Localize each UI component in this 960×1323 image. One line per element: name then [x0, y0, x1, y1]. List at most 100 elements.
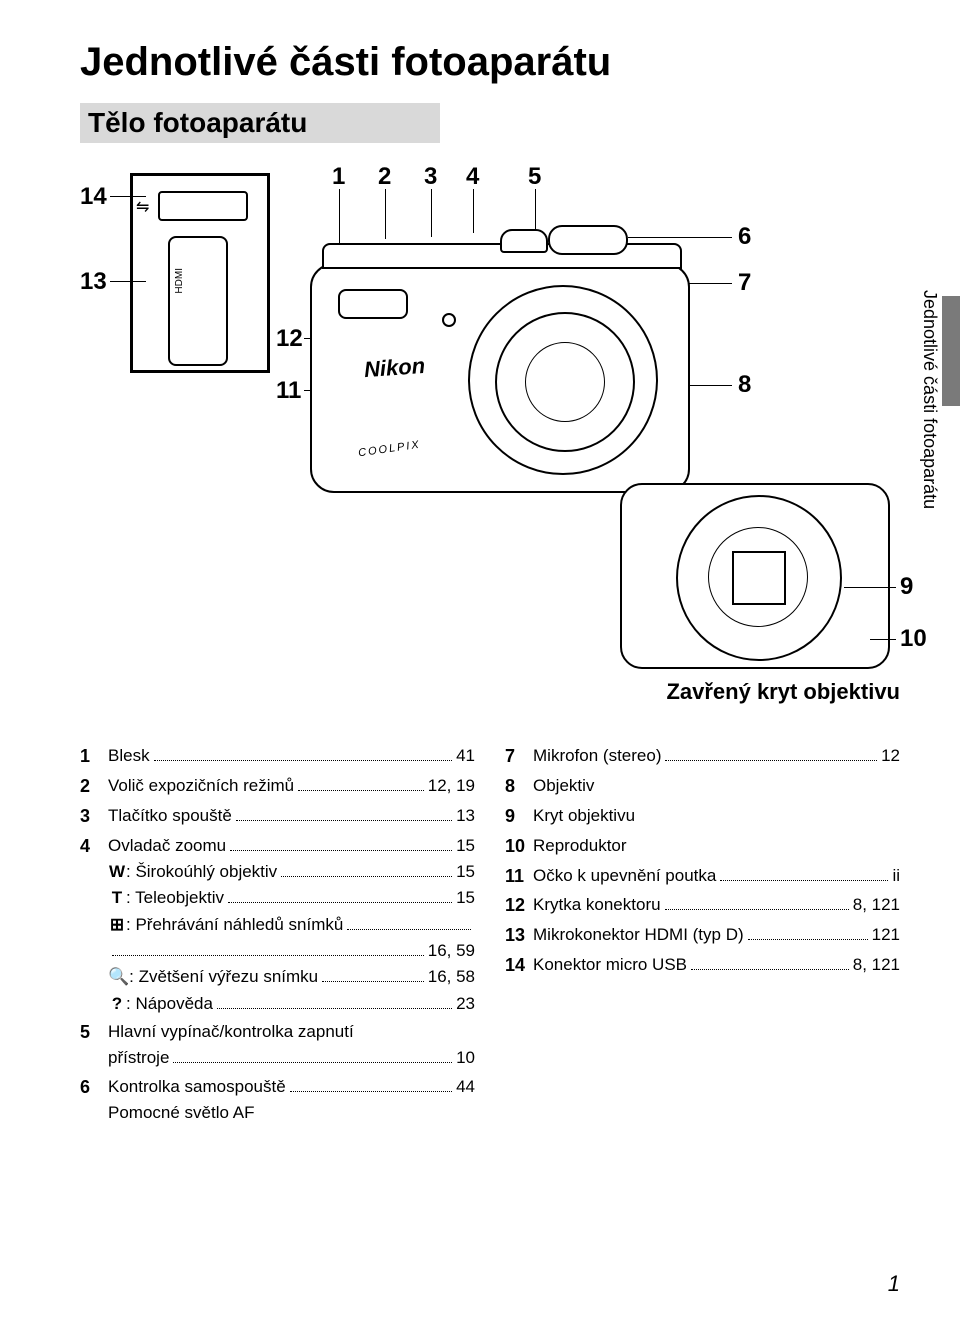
parts-row: 2Volič expozičních režimů12, 19 [80, 773, 475, 801]
parts-label: Ovladač zoomu [108, 833, 226, 859]
leader-dots [217, 1008, 452, 1009]
callout-3: 3 [424, 163, 437, 191]
leader-line [110, 196, 146, 197]
callout-13: 13 [80, 268, 107, 296]
parts-label: Kryt objektivu [533, 803, 635, 829]
parts-row-number: 14 [505, 952, 533, 980]
parts-label: Objektiv [533, 773, 594, 799]
symbol-icon: ? [108, 991, 126, 1017]
parts-line: Objektiv [533, 773, 900, 799]
page-ref: 15 [456, 833, 475, 859]
page-ref: 121 [872, 922, 900, 948]
leader-line [385, 189, 386, 239]
leader-dots [281, 876, 452, 877]
parts-row-number: 5 [80, 1019, 108, 1047]
leader-dots [720, 880, 888, 881]
connector-detail-box: HDMI [130, 173, 270, 373]
series-text: COOLPIX [357, 439, 421, 460]
callout-8: 8 [738, 371, 751, 399]
parts-row-number: 8 [505, 773, 533, 801]
parts-row: 6Kontrolka samospouště44Pomocné světlo A… [80, 1074, 475, 1127]
page-ref: 12, 19 [428, 773, 475, 799]
parts-line: Kryt objektivu [533, 803, 900, 829]
leader-line [473, 189, 474, 233]
callout-4: 4 [466, 163, 479, 191]
parts-row: 11Očko k upevnění poutkaii [505, 863, 900, 891]
parts-line: přístroje10 [108, 1045, 475, 1071]
parts-line: Ovladač zoomu 15 [108, 833, 475, 859]
parts-row: 9Kryt objektivu [505, 803, 900, 831]
leader-dots [691, 969, 849, 970]
leader-line [110, 281, 146, 282]
parts-row: 12Krytka konektoru8, 121 [505, 892, 900, 920]
leader-dots [154, 760, 453, 761]
parts-row-desc: Mikrokonektor HDMI (typ D)121 [533, 922, 900, 948]
parts-line: Hlavní vypínač/kontrolka zapnutí [108, 1019, 475, 1045]
parts-line: ⊞: Přehrávání náhledů snímků [108, 912, 475, 938]
callout-1: 1 [332, 163, 345, 191]
parts-line: Mikrokonektor HDMI (typ D)121 [533, 922, 900, 948]
callout-5: 5 [528, 163, 541, 191]
parts-label: Krytka konektoru [533, 892, 661, 918]
lens-icon [468, 285, 658, 475]
parts-row-desc: Hlavní vypínač/kontrolka zapnutípřístroj… [108, 1019, 475, 1072]
parts-label: Pomocné světlo AF [108, 1100, 254, 1126]
parts-row-number: 13 [505, 922, 533, 950]
flash-icon [338, 289, 408, 319]
leader-dots [665, 909, 849, 910]
leader-line [535, 189, 536, 233]
parts-row-number: 2 [80, 773, 108, 801]
hdmi-port-icon: HDMI [168, 236, 228, 366]
parts-line: 16, 59 [108, 938, 475, 964]
parts-label: Blesk [108, 743, 150, 769]
page-ref: 44 [456, 1074, 475, 1100]
page-ref: 16, 58 [428, 964, 475, 990]
parts-row: 8Objektiv [505, 773, 900, 801]
leader-dots [322, 981, 424, 982]
parts-line: Kontrolka samospouště44 [108, 1074, 475, 1100]
parts-line: Pomocné světlo AF [108, 1100, 475, 1126]
parts-row: 7Mikrofon (stereo)12 [505, 743, 900, 771]
parts-row: 13Mikrokonektor HDMI (typ D)121 [505, 922, 900, 950]
leader-dots [230, 850, 452, 851]
page-ref: 15 [456, 885, 475, 911]
parts-line: Blesk41 [108, 743, 475, 769]
side-tab [942, 296, 960, 406]
symbol-icon: ⊞ [108, 912, 126, 938]
parts-label: Hlavní vypínač/kontrolka zapnutí [108, 1019, 354, 1045]
leader-line [431, 189, 432, 237]
symbol-icon: W [108, 859, 126, 885]
lens-cover-icon [732, 551, 786, 605]
parts-row-number: 10 [505, 833, 533, 861]
parts-line: Tlačítko spouště13 [108, 803, 475, 829]
parts-row-desc: Ovladač zoomu15W: Širokoúhlý objektiv15T… [108, 833, 475, 1017]
parts-line: Reproduktor [533, 833, 900, 859]
hdmi-label: HDMI [174, 268, 185, 294]
af-lamp-icon [442, 313, 456, 327]
usb-port-icon [158, 191, 248, 221]
parts-row-number: 3 [80, 803, 108, 831]
parts-row-desc: Očko k upevnění poutkaii [533, 863, 900, 889]
brand-text: Nikon [363, 353, 426, 383]
callout-7: 7 [738, 269, 751, 297]
parts-index-table: 1Blesk412Volič expozičních režimů12, 193… [80, 743, 900, 1128]
parts-label: Reproduktor [533, 833, 627, 859]
parts-right-column: 7Mikrofon (stereo)128Objektiv9Kryt objek… [505, 743, 900, 1128]
callout-11: 11 [276, 377, 301, 405]
page-title: Jednotlivé části fotoaparátu [80, 40, 900, 85]
leader-line [844, 587, 896, 588]
leader-line [628, 237, 732, 238]
callout-6: 6 [738, 223, 751, 251]
page-ref: 13 [456, 803, 475, 829]
parts-row-desc: Reproduktor [533, 833, 900, 859]
parts-row-desc: Konektor micro USB8, 121 [533, 952, 900, 978]
leader-dots [236, 820, 452, 821]
parts-row: 4Ovladač zoomu15W: Širokoúhlý objektiv15… [80, 833, 475, 1017]
page-ref: 16, 59 [428, 938, 475, 964]
parts-label: : Nápověda [126, 991, 213, 1017]
parts-left-column: 1Blesk412Volič expozičních režimů12, 193… [80, 743, 475, 1128]
parts-label: přístroje [108, 1045, 169, 1071]
leader-dots [290, 1091, 452, 1092]
parts-label: : Teleobjektiv [126, 885, 224, 911]
leader-dots [347, 929, 471, 930]
